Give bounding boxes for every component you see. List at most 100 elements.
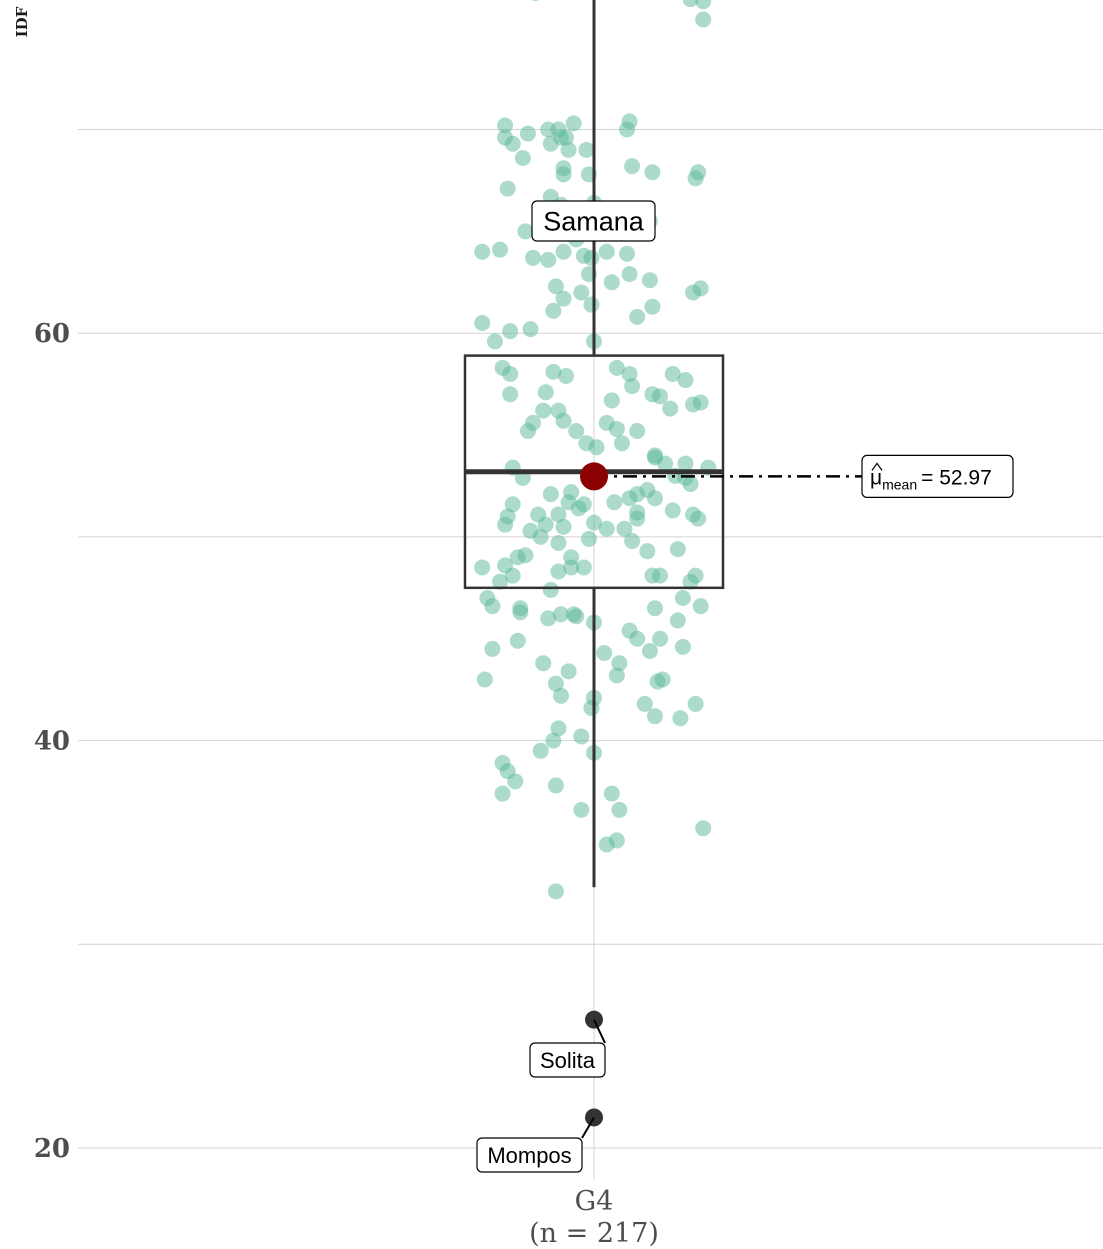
data-point <box>552 687 569 704</box>
data-point <box>545 363 562 380</box>
mompos-label-box <box>476 1137 583 1173</box>
data-point <box>547 675 564 692</box>
data-point <box>687 170 704 187</box>
mompos-label: Mompos <box>487 1143 571 1168</box>
data-point <box>624 378 641 395</box>
data-point <box>677 372 694 389</box>
data-point <box>484 598 501 615</box>
data-point <box>542 581 559 598</box>
data-point <box>586 514 602 531</box>
samana-label: Samana <box>543 207 645 237</box>
data-point <box>545 302 562 319</box>
data-point <box>555 412 572 429</box>
data-point <box>474 243 491 260</box>
mean-marker: μmean = 52.97 <box>580 454 1014 499</box>
x-category-label: G4 <box>575 1186 614 1217</box>
data-point <box>580 530 597 547</box>
data-point <box>641 642 658 659</box>
data-point <box>611 655 628 672</box>
data-point <box>476 671 493 688</box>
data-point <box>532 528 549 545</box>
data-point <box>531 0 540 2</box>
data-point <box>639 543 656 560</box>
data-point <box>669 612 686 629</box>
data-point <box>646 708 663 725</box>
data-point <box>672 710 689 727</box>
mean-label: μmean = 52.97 <box>870 466 992 492</box>
data-point <box>514 150 531 167</box>
solita-label-leader <box>593 1019 606 1044</box>
y-tick-label: 20 <box>34 1134 70 1164</box>
data-point <box>568 422 585 439</box>
data-point <box>598 243 615 260</box>
data-point <box>565 606 582 623</box>
solita-label: Solita <box>540 1048 596 1073</box>
data-point <box>537 384 554 401</box>
data-point <box>652 388 669 405</box>
data-point <box>616 520 633 537</box>
mompos-label-leader <box>581 1116 595 1139</box>
data-point <box>573 801 590 818</box>
point-labels: Samana Solita Mompos <box>476 200 656 1173</box>
data-point <box>504 135 521 152</box>
data-point <box>629 308 646 325</box>
data-point <box>629 422 646 439</box>
data-point <box>664 502 681 519</box>
data-point <box>603 274 620 291</box>
x-category-count: (n = 217) <box>529 1218 659 1249</box>
data-point <box>555 166 572 183</box>
data-point <box>563 549 580 566</box>
data-point <box>682 475 699 492</box>
data-point <box>570 500 587 517</box>
data-point <box>492 241 509 258</box>
data-point <box>563 484 580 501</box>
data-point <box>583 249 600 266</box>
data-point <box>629 630 646 647</box>
data-point <box>677 455 694 472</box>
data-point <box>540 251 557 268</box>
data-point <box>674 638 691 655</box>
data-point <box>542 135 559 152</box>
data-point <box>552 606 569 623</box>
data-point <box>596 645 613 662</box>
data-points <box>474 0 717 900</box>
data-point <box>484 640 501 657</box>
data-point <box>494 785 511 802</box>
data-point <box>532 742 549 759</box>
data-point <box>535 402 552 419</box>
data-point <box>692 394 709 411</box>
data-point <box>652 567 669 584</box>
data-point <box>565 115 582 132</box>
data-point <box>512 600 529 617</box>
data-point <box>555 243 572 260</box>
box-and-whiskers <box>463 0 725 888</box>
data-point <box>504 567 521 584</box>
data-point <box>695 0 712 10</box>
data-point <box>674 590 691 607</box>
data-point <box>504 496 521 513</box>
data-point <box>624 158 641 175</box>
mean-point <box>580 462 608 491</box>
data-point <box>573 728 590 745</box>
data-point <box>652 630 669 647</box>
data-point <box>662 400 679 417</box>
data-point <box>573 284 590 301</box>
data-point <box>547 278 564 295</box>
data-point <box>619 121 636 138</box>
data-point <box>621 266 638 283</box>
outlier-point <box>585 1010 603 1029</box>
data-point <box>550 720 567 737</box>
data-point <box>644 298 661 315</box>
y-axis-label: IDF <box>13 6 31 37</box>
y-tick-labels: 20 40 60 <box>34 319 70 1164</box>
data-point <box>578 141 595 158</box>
data-point <box>641 272 658 289</box>
mean-label-box <box>861 454 1014 499</box>
data-point <box>517 223 534 240</box>
data-point <box>606 494 623 511</box>
data-point <box>507 773 524 790</box>
data-point <box>664 365 681 382</box>
data-point <box>519 125 536 142</box>
data-point <box>509 632 526 649</box>
data-point <box>608 667 625 684</box>
